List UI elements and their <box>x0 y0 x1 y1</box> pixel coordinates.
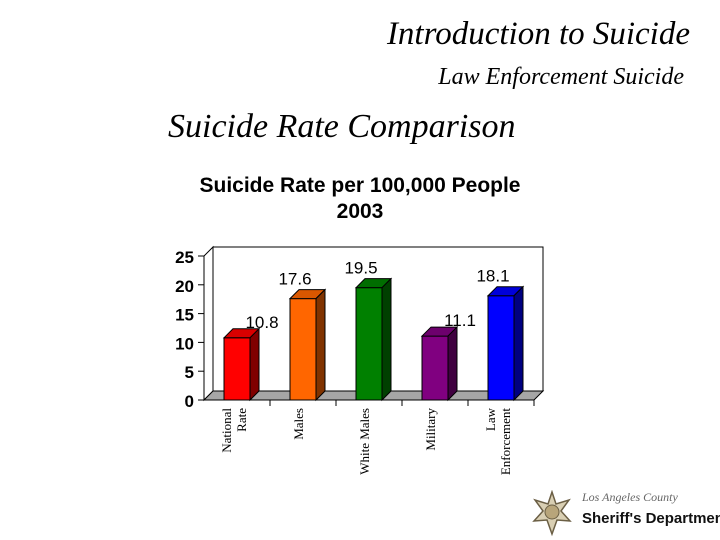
bar-value-label: 19.5 <box>344 259 377 278</box>
bar <box>487 295 515 401</box>
y-tick-label: 20 <box>175 277 194 296</box>
bar-value-label: 18.1 <box>476 267 509 286</box>
category-label: Males <box>291 408 306 440</box>
bar-side <box>315 288 326 402</box>
bar-side <box>447 325 458 402</box>
y-tick-label: 5 <box>185 363 194 382</box>
chart-title: Suicide Rate per 100,000 People <box>199 174 521 197</box>
bar-side <box>513 285 524 402</box>
category-label: Military <box>423 408 438 451</box>
category-label: White Males <box>357 408 372 475</box>
category-label: LawEnforcement <box>483 407 513 475</box>
y-tick-label: 10 <box>175 334 194 353</box>
bar-side <box>381 277 392 402</box>
bar <box>421 335 449 401</box>
y-tick-label: 25 <box>175 248 194 267</box>
bar-value-label: 17.6 <box>278 270 311 289</box>
category-label: NationalRate <box>219 408 249 453</box>
logo-county-text: Los Angeles County <box>582 490 678 504</box>
sheriff-star-badge-icon <box>532 490 572 537</box>
y-tick-label: 15 <box>175 306 194 325</box>
logo-department-text: Sheriff's Department <box>582 510 720 527</box>
bar-value-label: 11.1 <box>444 311 476 330</box>
header-subtitle: Law Enforcement Suicide <box>438 64 684 90</box>
bar <box>355 287 383 401</box>
header-title: Introduction to Suicide <box>386 16 690 52</box>
bar <box>289 298 317 401</box>
y-tick-label: 0 <box>185 392 194 411</box>
bar-value-label: 10.8 <box>245 313 278 332</box>
bar-side <box>249 327 260 402</box>
bar <box>223 337 251 401</box>
slide-title: Suicide Rate Comparison <box>168 108 516 145</box>
chart-side-wall <box>203 245 214 402</box>
chart-subtitle: 2003 <box>336 200 384 223</box>
